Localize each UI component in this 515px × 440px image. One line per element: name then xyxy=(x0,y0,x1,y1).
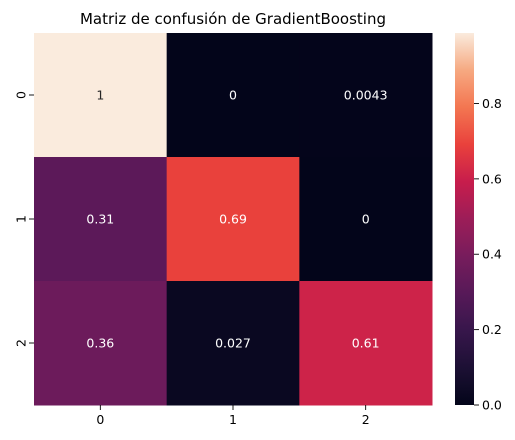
chart-title: Matriz de confusión de GradientBoosting xyxy=(80,10,386,28)
colorbar: 0.0 0.2 0.4 0.6 0.8 xyxy=(455,33,502,413)
cell-label-r1-c1: 0.69 xyxy=(219,212,247,227)
heatmap-cell-r1-c2 xyxy=(299,157,433,282)
cell-label-r0-c2: 0.0043 xyxy=(344,88,388,103)
heatmap-cell-r0-c0 xyxy=(34,33,168,158)
colorbar-tick-label: 0.8 xyxy=(482,96,502,111)
heatmap-cells: 1 0 0.0043 0.31 0.69 0 0.36 0.027 0.61 xyxy=(34,33,433,406)
cell-label-r0-c0: 1 xyxy=(96,88,104,103)
heatmap-cell-r0-c2 xyxy=(299,33,433,158)
cell-label-r2-c2: 0.61 xyxy=(352,336,380,351)
colorbar-tick-label: 0.2 xyxy=(482,322,502,337)
heatmap-cell-r2-c0 xyxy=(34,281,168,406)
y-tick-label: 1 xyxy=(13,215,28,223)
x-axis: 0 1 2 xyxy=(96,405,370,427)
heatmap-cell-r1-c0 xyxy=(34,157,168,282)
cell-label-r2-c1: 0.027 xyxy=(215,336,251,351)
y-tick-label: 0 xyxy=(13,91,28,99)
colorbar-tick-label: 0.0 xyxy=(482,398,502,413)
cell-label-r1-c0: 0.31 xyxy=(86,212,114,227)
x-tick-label: 1 xyxy=(229,412,237,427)
colorbar-tick-label: 0.6 xyxy=(482,171,502,186)
x-tick-label: 0 xyxy=(96,412,104,427)
colorbar-gradient xyxy=(455,33,474,405)
y-tick-label: 2 xyxy=(13,339,28,347)
heatmap-cell-r2-c1 xyxy=(166,281,300,406)
heatmap-cell-r2-c2 xyxy=(299,281,433,406)
heatmap-cell-r0-c1 xyxy=(166,33,300,158)
colorbar-tick-label: 0.4 xyxy=(482,247,502,262)
cell-label-r0-c1: 0 xyxy=(229,88,237,103)
cell-label-r2-c0: 0.36 xyxy=(86,336,114,351)
heatmap-cell-r1-c1 xyxy=(166,157,300,282)
x-tick-label: 2 xyxy=(362,412,370,427)
cell-label-r1-c2: 0 xyxy=(362,212,370,227)
y-axis: 0 1 2 xyxy=(13,91,34,347)
